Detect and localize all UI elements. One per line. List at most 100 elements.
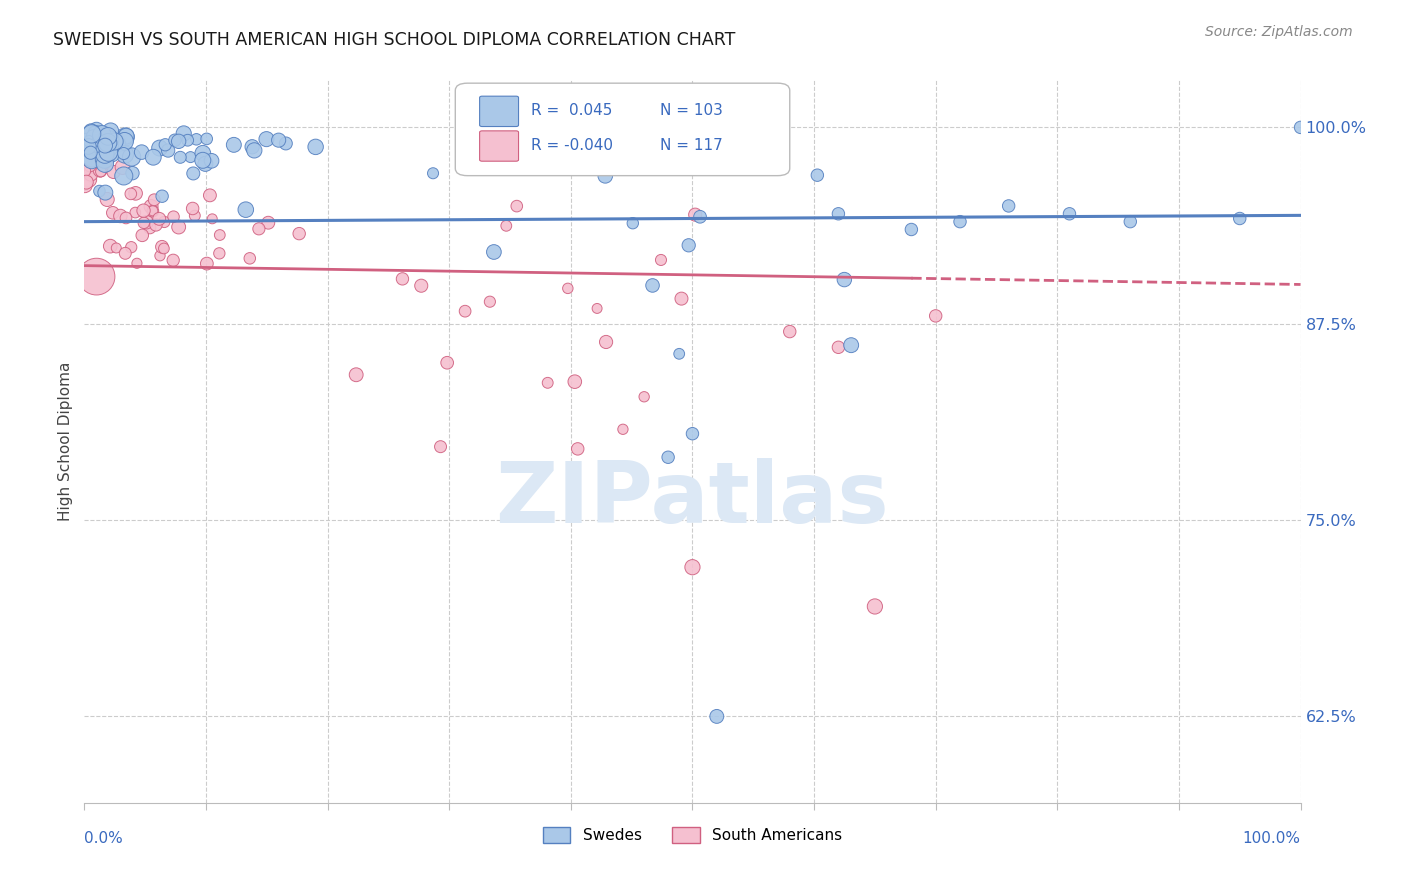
Point xyxy=(135,215,157,229)
Point xyxy=(80,138,103,153)
Point xyxy=(93,130,115,145)
Point xyxy=(80,153,103,167)
Point xyxy=(97,136,120,150)
Point xyxy=(288,227,311,241)
Point xyxy=(827,207,849,221)
Point xyxy=(181,166,204,180)
Point xyxy=(1229,211,1251,226)
Point xyxy=(194,157,217,171)
Point xyxy=(155,137,177,152)
Point xyxy=(195,257,218,271)
Point xyxy=(186,132,208,146)
Point xyxy=(641,278,664,293)
Point xyxy=(240,140,263,154)
Point xyxy=(82,153,104,167)
FancyBboxPatch shape xyxy=(479,131,519,161)
Point xyxy=(153,242,176,256)
Point xyxy=(90,128,112,142)
Point xyxy=(79,145,101,160)
Point xyxy=(111,160,134,174)
Text: 100.0%: 100.0% xyxy=(1243,830,1301,846)
Point xyxy=(87,135,110,149)
Point xyxy=(91,141,114,155)
Point xyxy=(105,241,128,255)
Text: N = 117: N = 117 xyxy=(659,137,723,153)
Point xyxy=(77,153,100,167)
Point xyxy=(557,281,579,295)
Point xyxy=(586,301,609,316)
Point xyxy=(82,151,104,165)
Point xyxy=(96,193,118,207)
Point xyxy=(77,139,100,153)
Point xyxy=(121,150,143,164)
Point xyxy=(169,150,191,164)
Point xyxy=(89,184,111,198)
Point xyxy=(84,127,107,141)
Point xyxy=(97,129,120,144)
Point xyxy=(75,142,97,156)
Point xyxy=(80,127,103,141)
Point xyxy=(839,338,862,352)
Point xyxy=(86,131,108,145)
Point xyxy=(925,309,948,323)
Point xyxy=(125,256,148,270)
Point xyxy=(436,356,458,370)
Point xyxy=(93,155,115,169)
Point xyxy=(195,132,218,146)
Point xyxy=(97,149,120,163)
Point xyxy=(86,136,108,151)
Point xyxy=(429,440,451,454)
Point xyxy=(75,151,97,165)
Point xyxy=(208,246,231,260)
Text: SWEDISH VS SOUTH AMERICAN HIGH SCHOOL DIPLOMA CORRELATION CHART: SWEDISH VS SOUTH AMERICAN HIGH SCHOOL DI… xyxy=(53,31,735,49)
Point xyxy=(157,144,180,158)
Point xyxy=(162,253,184,268)
Point xyxy=(75,161,97,176)
Point xyxy=(482,244,505,259)
Text: ZIPatlas: ZIPatlas xyxy=(495,458,890,541)
Point xyxy=(1119,214,1142,228)
Point xyxy=(208,227,231,242)
Point xyxy=(97,145,120,159)
Point xyxy=(173,127,195,141)
Point xyxy=(73,150,96,164)
Point xyxy=(142,203,165,218)
Point xyxy=(132,216,155,230)
Point xyxy=(98,239,121,253)
Point xyxy=(150,189,173,203)
Point xyxy=(267,133,290,147)
Point xyxy=(650,252,672,267)
Point xyxy=(149,249,172,263)
Point xyxy=(73,178,96,193)
Point xyxy=(121,166,143,180)
Point xyxy=(131,145,153,160)
Point xyxy=(162,210,184,224)
Point xyxy=(201,211,224,226)
Point xyxy=(90,164,112,178)
Point xyxy=(112,146,135,161)
Point xyxy=(411,278,433,293)
Point xyxy=(153,215,176,229)
Point xyxy=(149,141,172,155)
Point xyxy=(834,272,856,286)
Point xyxy=(83,125,105,139)
Point xyxy=(98,140,121,154)
Point xyxy=(668,347,690,361)
Point xyxy=(93,137,115,152)
Point xyxy=(103,165,125,179)
Text: Source: ZipAtlas.com: Source: ZipAtlas.com xyxy=(1205,25,1353,39)
Point xyxy=(75,161,97,175)
Point xyxy=(83,128,105,142)
Point xyxy=(1289,120,1312,135)
Point xyxy=(82,159,104,173)
Y-axis label: High School Diploma: High School Diploma xyxy=(58,362,73,521)
Point xyxy=(77,172,100,186)
Point xyxy=(145,218,167,232)
Point xyxy=(100,124,122,138)
Point xyxy=(495,219,517,233)
Point xyxy=(94,153,117,167)
Point xyxy=(900,222,922,236)
Point xyxy=(191,153,214,168)
Point xyxy=(124,205,146,219)
Point xyxy=(949,214,972,228)
